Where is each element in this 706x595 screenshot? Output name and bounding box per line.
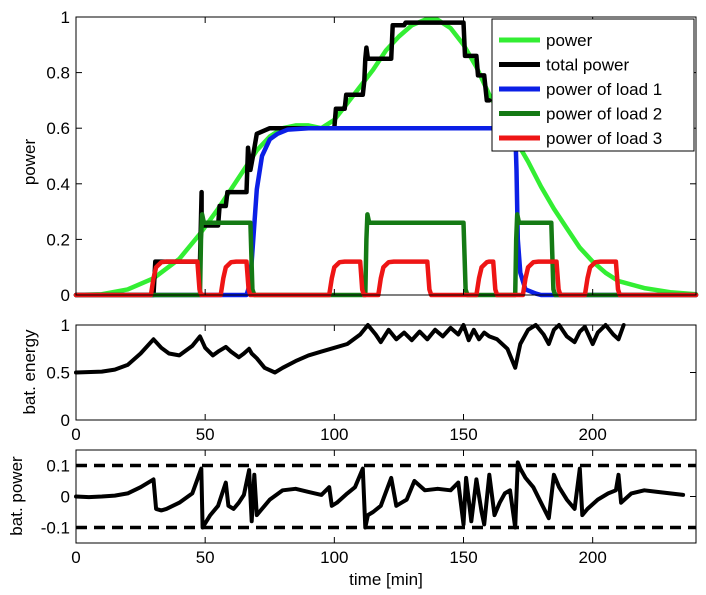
y-tick-label: 0.1: [46, 457, 70, 476]
legend-label: power of load 3: [546, 129, 662, 148]
legend-label: power of load 2: [546, 105, 662, 124]
battery-power-ylabel: bat. power: [7, 456, 26, 536]
x-tick-label: 100: [320, 425, 348, 444]
x-tick-label: 150: [449, 548, 477, 567]
series-line-total-power: [73, 20, 492, 298]
y-tick-label: -0.1: [41, 519, 70, 538]
y-tick-label: 1: [61, 8, 70, 27]
legend-label: power: [546, 31, 593, 50]
y-tick-label: 0.4: [46, 175, 70, 194]
energy-panel: 0 0.5 1 0 50 100 150 200 bat. energy: [20, 316, 697, 444]
legend: power total power power of load 1 power of …: [491, 18, 695, 152]
energy-ylabel: bat. energy: [20, 329, 39, 415]
series-line-bat-power: [74, 460, 686, 530]
legend-label: power of load 1: [546, 80, 662, 99]
series-line-power-of-load-2: [73, 212, 699, 298]
energy-axes-frame: [75, 324, 697, 421]
x-tick-label: 0: [71, 548, 80, 567]
series-line-power-of-load-3: [73, 259, 699, 298]
y-tick-label: 1: [61, 316, 70, 335]
y-tick-label: 0: [61, 286, 70, 305]
series-line-bat-energy: [74, 323, 626, 375]
power-axes-frame: [75, 16, 697, 296]
x-tick-label: 150: [449, 425, 477, 444]
x-tick-label: 50: [196, 425, 215, 444]
x-tick-label: 50: [196, 548, 215, 567]
y-tick-label: 0: [61, 488, 70, 507]
power-ylabel: power: [20, 139, 39, 186]
x-tick-label: 200: [578, 548, 606, 567]
legend-label: total power: [546, 56, 629, 75]
y-tick-label: 0.5: [46, 364, 70, 383]
battery-power-panel: -0.100.10 50 100 150 200 bat. power time [mi…: [7, 449, 697, 589]
time-xlabel: time [min]: [349, 570, 423, 589]
y-tick-label: 0.8: [46, 64, 70, 83]
x-tick-label: 200: [578, 425, 606, 444]
y-tick-label: 0.6: [46, 119, 70, 138]
y-tick-label: 0: [61, 411, 70, 430]
y-tick-label: 0.2: [46, 230, 70, 249]
x-tick-label: 100: [320, 548, 348, 567]
x-tick-label: 0: [71, 425, 80, 444]
